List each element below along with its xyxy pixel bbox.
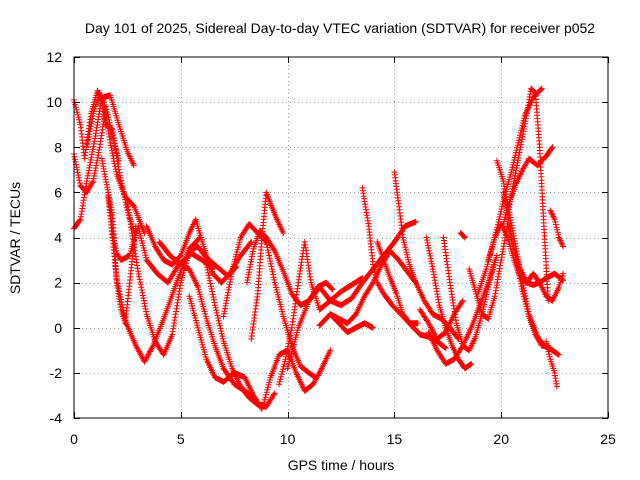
series-track-20 (327, 311, 376, 336)
series-track-12 (203, 261, 278, 410)
y-tick-label: 10 (46, 94, 62, 110)
series-track-09 (143, 216, 255, 286)
data-point-markers (504, 85, 552, 304)
x-tick-label: 25 (600, 431, 616, 447)
series-track-37 (543, 338, 560, 390)
y-tick-label: 0 (54, 320, 62, 336)
data-points (71, 85, 567, 412)
x-tick-label: 10 (280, 431, 296, 447)
series-track-15 (248, 189, 287, 342)
data-point-markers (543, 338, 560, 390)
axis-ticks (74, 57, 609, 419)
x-tick-label: 20 (493, 431, 509, 447)
data-point-markers (440, 234, 498, 354)
y-tick-label: -4 (50, 410, 63, 426)
x-axis-label: GPS time / hours (288, 457, 395, 473)
data-point-markers (186, 293, 265, 412)
y-tick-label: 2 (54, 275, 62, 291)
y-axis-label: SDTVAR / TECUs (7, 182, 23, 294)
data-point-markers (105, 193, 203, 365)
y-tick-label: 4 (54, 230, 62, 246)
y-tick-label: 8 (54, 139, 62, 155)
y-tick-label: -2 (50, 365, 63, 381)
series-track-11 (186, 293, 265, 412)
series-track-07 (105, 193, 203, 365)
data-point-markers (248, 189, 287, 342)
data-point-markers (327, 311, 376, 336)
y-tick-label: 6 (54, 184, 62, 200)
data-point-markers (417, 297, 466, 342)
x-tick-label: 15 (387, 431, 403, 447)
data-point-markers (143, 216, 255, 286)
series-track-27 (417, 297, 466, 342)
series-track-26 (440, 234, 498, 354)
y-tick-labels: -4 -2 0 2 4 6 8 10 12 (46, 49, 62, 426)
series-track-36 (547, 207, 567, 250)
x-tick-label: 5 (177, 431, 185, 447)
series-track-28 (457, 230, 468, 241)
grid (74, 57, 608, 418)
plot-frame (73, 56, 609, 419)
x-tick-label: 0 (70, 431, 78, 447)
x-tick-labels: 0 5 10 15 20 25 (70, 431, 616, 447)
data-point-markers (547, 207, 567, 250)
series-track-35 (504, 85, 552, 304)
y-tick-label: 12 (46, 49, 62, 65)
data-point-markers (457, 230, 468, 241)
chart-title: Day 101 of 2025, Sidereal Day-to-day VTE… (85, 20, 595, 36)
data-point-markers (203, 261, 278, 410)
